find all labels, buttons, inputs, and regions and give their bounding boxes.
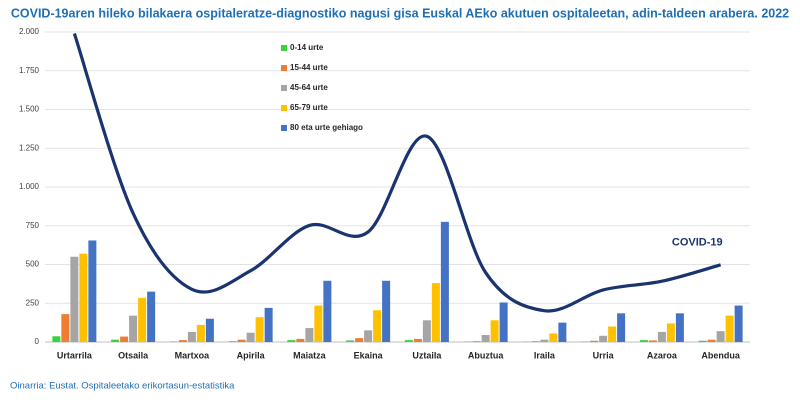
bar bbox=[237, 339, 246, 342]
line-label: COVID-19 bbox=[672, 237, 723, 249]
x-tick-label: Iraila bbox=[534, 350, 556, 360]
bar bbox=[355, 338, 364, 342]
bar bbox=[79, 253, 88, 342]
x-tick-label: Otsaila bbox=[118, 350, 149, 360]
chart-title: COVID-19aren hileko bilakaera ospitalera… bbox=[11, 6, 789, 20]
bar bbox=[734, 305, 743, 342]
bar bbox=[120, 336, 129, 342]
bar bbox=[70, 256, 79, 342]
y-tick-label: 1.750 bbox=[19, 66, 40, 75]
x-tick-label: Apirila bbox=[237, 350, 266, 360]
bar bbox=[666, 323, 675, 342]
bar bbox=[440, 221, 449, 342]
y-tick-label: 500 bbox=[26, 260, 40, 269]
bar bbox=[481, 335, 490, 342]
bar bbox=[716, 331, 725, 342]
legend-swatch bbox=[281, 105, 287, 111]
bar bbox=[187, 331, 196, 342]
bar bbox=[639, 340, 648, 342]
x-tick-label: Ekaina bbox=[354, 350, 384, 360]
bar bbox=[558, 322, 567, 342]
bar bbox=[725, 315, 734, 342]
x-tick-label: Urria bbox=[593, 350, 615, 360]
source-note: Oinarria: Eustat. Ospitaleetako erikorta… bbox=[10, 381, 235, 392]
y-tick-label: 1.250 bbox=[19, 143, 40, 152]
y-tick-label: 1.000 bbox=[19, 182, 40, 191]
bar bbox=[404, 340, 413, 342]
bar bbox=[364, 330, 373, 342]
x-tick-label: Uztaila bbox=[412, 350, 442, 360]
bar bbox=[246, 332, 255, 342]
legend-swatch bbox=[281, 45, 287, 51]
bar bbox=[413, 338, 422, 342]
bar bbox=[305, 328, 314, 342]
bar bbox=[346, 340, 355, 342]
legend-label: 0-14 urte bbox=[290, 43, 324, 52]
x-tick-label: Abendua bbox=[701, 350, 740, 360]
bar bbox=[178, 340, 187, 342]
bar bbox=[196, 324, 205, 342]
x-tick-label: Maiatza bbox=[293, 350, 327, 360]
y-tick-label: 250 bbox=[26, 298, 40, 307]
bar bbox=[531, 341, 540, 342]
bar bbox=[648, 340, 657, 342]
bar bbox=[138, 297, 147, 342]
legend-swatch bbox=[281, 125, 287, 131]
bar bbox=[264, 307, 273, 342]
bar bbox=[88, 240, 97, 342]
y-tick-label: 2.000 bbox=[19, 27, 40, 36]
bar bbox=[707, 339, 716, 342]
legend-swatch bbox=[281, 85, 287, 91]
bar bbox=[296, 338, 305, 342]
bar bbox=[422, 320, 431, 342]
bar bbox=[52, 336, 61, 342]
bar bbox=[323, 280, 332, 342]
bar bbox=[472, 341, 481, 342]
y-tick-label: 750 bbox=[26, 221, 40, 230]
bar bbox=[255, 317, 264, 342]
line bbox=[72, 33, 722, 313]
x-tick-label: Abuztua bbox=[468, 350, 504, 360]
bar bbox=[205, 318, 214, 342]
x-tick-label: Martxoa bbox=[175, 350, 211, 360]
bar bbox=[382, 280, 391, 342]
bar bbox=[61, 314, 70, 342]
bar bbox=[499, 302, 508, 342]
y-tick-label: 0 bbox=[35, 337, 40, 346]
x-tick-label: Azaroa bbox=[647, 350, 678, 360]
bar bbox=[608, 326, 617, 342]
legend-label: 15-44 urte bbox=[290, 63, 328, 72]
bar bbox=[373, 310, 382, 342]
bar bbox=[540, 339, 549, 342]
bar bbox=[228, 341, 237, 342]
bar bbox=[490, 320, 499, 342]
legend-swatch bbox=[281, 65, 287, 71]
bar bbox=[147, 291, 156, 342]
x-tick-label: Urtarrila bbox=[57, 350, 93, 360]
bar bbox=[287, 340, 296, 342]
bar bbox=[111, 339, 120, 342]
legend-label: 45-64 urte bbox=[290, 83, 328, 92]
bar bbox=[617, 313, 626, 342]
y-tick-label: 1.500 bbox=[19, 105, 40, 114]
bar bbox=[599, 335, 608, 342]
bar bbox=[675, 313, 684, 342]
bar bbox=[698, 340, 707, 342]
legend-label: 65-79 urte bbox=[290, 103, 328, 112]
bar bbox=[129, 315, 138, 342]
legend-label: 80 eta urte gehiago bbox=[290, 123, 363, 132]
bar bbox=[657, 331, 666, 342]
bar bbox=[431, 283, 440, 342]
bar bbox=[314, 305, 323, 342]
bar bbox=[549, 333, 558, 342]
bar bbox=[590, 340, 599, 342]
